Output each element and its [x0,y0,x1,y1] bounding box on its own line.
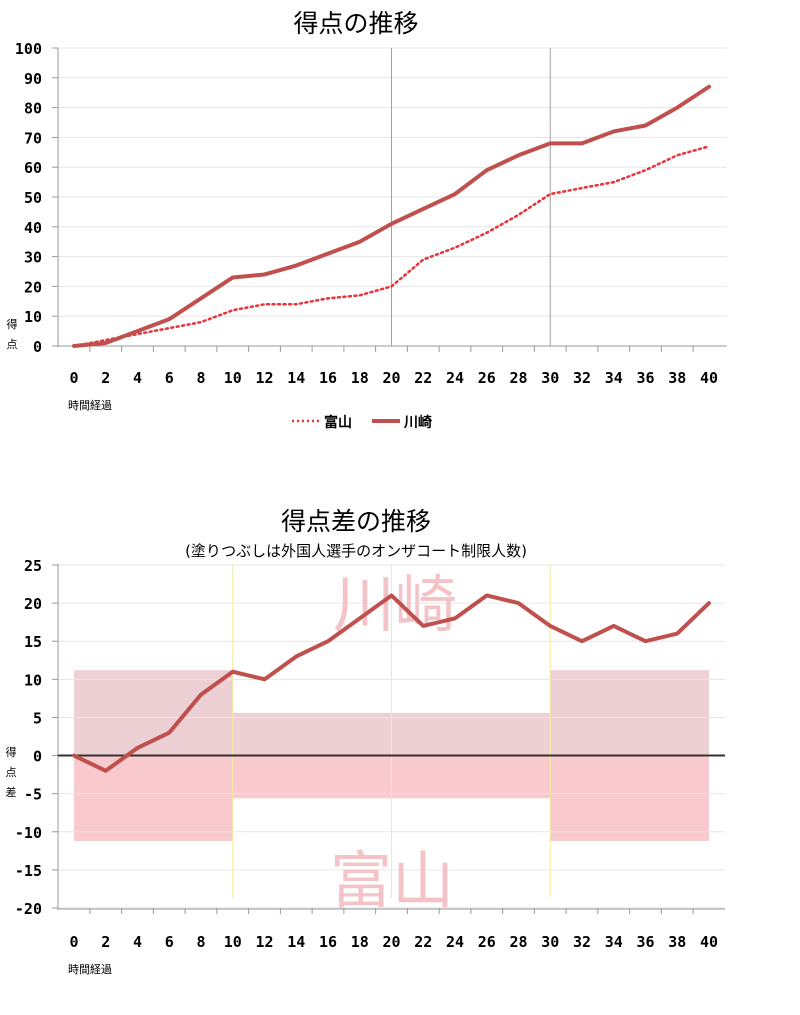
y-tick-label: 60 [24,159,42,177]
x-tick-label: 14 [287,369,305,387]
x-tick-label: 8 [196,933,205,951]
x-tick-label: 0 [69,933,78,951]
x-tick-label: 18 [351,933,369,951]
band-upper [74,670,233,756]
chart1-y-label-1: 得 [7,318,18,331]
chart2-y-label-2: 点 [6,766,17,779]
y-tick-label: -15 [15,862,42,880]
y-tick-label: 0 [33,748,42,766]
chart1-gridlines [52,47,727,347]
x-tick-label: 14 [287,933,305,951]
annotation-kawasaki: 川崎 [333,568,457,641]
x-tick-label: 30 [541,369,559,387]
y-tick-label: 25 [24,557,42,575]
x-tick-label: 4 [133,933,142,951]
y-tick-label: 100 [15,40,42,58]
y-tick-label: 20 [24,595,42,613]
series-line-富山 [72,145,711,348]
x-tick-label: 6 [165,369,174,387]
x-tick-label: 26 [478,369,496,387]
x-tick-label: 8 [196,369,205,387]
x-tick-label: 36 [636,369,654,387]
y-tick-label: 20 [24,278,42,296]
x-tick-label: 18 [351,369,369,387]
chart1-y-tick-labels: 0 10 20 30 40 50 60 70 80 90 100 [15,40,42,356]
chart1-period-lines [391,48,551,346]
x-tick-label: 16 [319,369,337,387]
x-tick-label: 6 [165,933,174,951]
x-tick-label: 4 [133,369,142,387]
y-tick-label: 30 [24,249,42,267]
x-tick-label: 40 [700,933,718,951]
x-tick-label: 34 [605,369,623,387]
chart2-x-tick-marks [89,908,694,914]
y-tick-label: 40 [24,219,42,237]
x-tick-label: 20 [382,369,400,387]
chart2-y-tick-labels: -20 -15 -10 -5 0 5 10 15 20 25 [15,557,42,918]
x-tick-label: 20 [382,933,400,951]
chart2-period-lines [232,565,551,898]
y-tick-label: 15 [24,633,42,651]
x-tick-label: 0 [69,369,78,387]
chart1-y-label-2: 点 [7,338,18,351]
legend-toyama-label: 富山 [324,414,352,431]
chart2-x-tick-labels: 0 2 4 6 8 10 12 14 16 18 20 22 24 26 28 30 32 34 36 38 40 [69,933,718,951]
x-tick-label: 40 [700,369,718,387]
x-tick-label: 24 [446,369,464,387]
x-tick-label: 24 [446,933,464,951]
y-tick-label: 90 [24,70,42,88]
chart1-x-tick-marks [89,346,694,352]
chart2-series [72,593,711,773]
x-tick-label: 12 [255,933,273,951]
band-lower [550,755,709,841]
x-tick-label: 26 [478,933,496,951]
chart2-subtitle: (塗りつぶしは外国人選手のオンザコート制限人数) [185,542,527,560]
series-line-川崎 [72,84,711,348]
x-tick-label: 30 [541,933,559,951]
chart1-legend: 富山 川崎 [292,414,432,431]
y-tick-label: 70 [24,129,42,147]
y-tick-label: 10 [24,308,42,326]
chart2-y-label-1: 得 [6,746,17,759]
x-tick-label: 32 [573,369,591,387]
legend-kawasaki-label: 川崎 [403,414,432,431]
score-difference-chart: 得点差の推移 (塗りつぶしは外国人選手のオンザコート制限人数) 川崎 富山 -2… [6,507,725,976]
x-tick-label: 10 [224,933,242,951]
chart1-x-tick-labels: 0 2 4 6 8 10 12 14 16 18 20 22 24 26 28 30 32 34 36 38 40 [69,369,718,387]
y-tick-label: 10 [24,671,42,689]
y-tick-label: 50 [24,189,42,207]
y-tick-label: -20 [15,900,42,918]
y-tick-label: 80 [24,100,42,118]
y-tick-label: 5 [33,709,42,727]
x-tick-label: 10 [224,369,242,387]
annotation-toyama: 富山 [330,844,454,917]
chart1-title: 得点の推移 [293,9,418,38]
x-tick-label: 16 [319,933,337,951]
chart2-x-label: 時間経過 [68,963,112,976]
x-tick-label: 22 [414,369,432,387]
series-line-difference [72,593,711,773]
x-tick-label: 2 [101,369,110,387]
y-tick-label: -5 [24,786,42,804]
y-tick-label: 0 [33,338,42,356]
x-tick-label: 2 [101,933,110,951]
chart1-series [72,84,711,348]
x-tick-label: 32 [573,933,591,951]
band-upper [550,670,709,756]
x-tick-label: 36 [636,933,654,951]
chart2-title: 得点差の推移 [281,507,431,536]
x-tick-label: 38 [668,933,686,951]
chart2-y-label-3: 差 [6,785,17,799]
x-tick-label: 12 [255,369,273,387]
x-tick-label: 38 [668,369,686,387]
y-tick-label: -10 [15,824,42,842]
chart1-x-label: 時間経過 [68,399,112,412]
x-tick-label: 28 [509,369,527,387]
x-tick-label: 22 [414,933,432,951]
x-tick-label: 34 [605,933,623,951]
x-tick-label: 28 [509,933,527,951]
